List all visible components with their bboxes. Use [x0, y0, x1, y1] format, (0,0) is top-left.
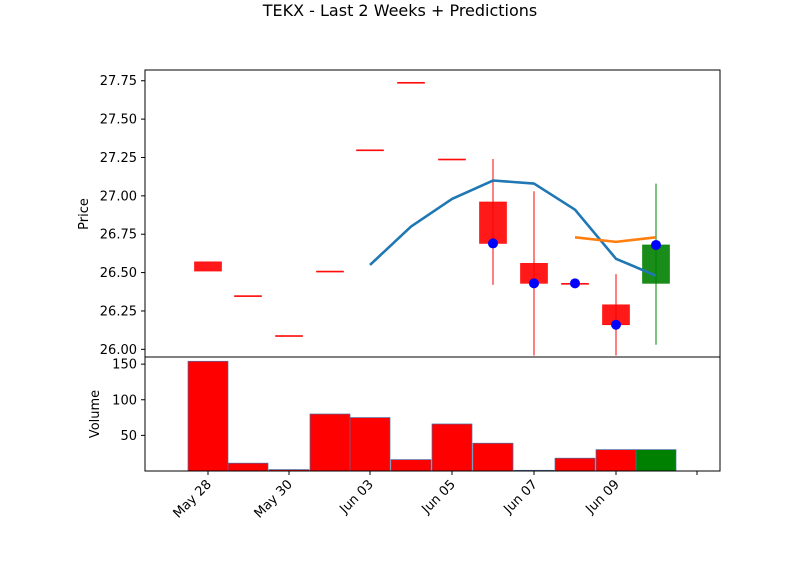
price-y-tick-label: 26.25: [100, 304, 137, 319]
volume-bar: [595, 449, 637, 472]
price-y-tick-label: 27.75: [100, 74, 137, 89]
candle-body: [397, 81, 425, 84]
price-marker-point: [488, 238, 498, 249]
candle-body: [275, 335, 303, 337]
volume-bars: [187, 360, 677, 472]
volume-bar: [431, 423, 473, 472]
volume-bar: [309, 413, 351, 472]
volume-y-tick-label: 50: [120, 429, 137, 444]
price-y-tick-label: 27.25: [100, 151, 137, 166]
price-marker-point: [651, 239, 661, 250]
x-tick-label: Jun 09: [583, 477, 623, 517]
price-y-tick-label: 26.00: [100, 343, 137, 358]
price-y-tick-label: 26.75: [100, 228, 137, 243]
price-markers: [488, 238, 661, 330]
volume-panel-frame: [144, 356, 721, 472]
volume-bar: [187, 360, 229, 472]
x-tick-label: Jun 03: [337, 477, 377, 517]
volume-bar: [390, 459, 432, 472]
x-axis-ticks: May 28 May 30 Jun 03 Jun 05 Jun 07 Jun 09: [171, 471, 698, 521]
volume-y-tick-label: 150: [112, 358, 137, 373]
volume-bar: [472, 442, 514, 472]
x-tick-label: Jun 07: [501, 477, 541, 517]
price-y-axis-label: Price: [77, 198, 92, 230]
candle-body: [642, 244, 670, 284]
chart-title: TEKX - Last 2 Weeks + Predictions: [262, 1, 538, 20]
price-y-tick-label: 27.50: [100, 113, 137, 128]
price-y-ticks: 26.00 26.25 26.50 26.75 27.00 27.25 27.50 27.75: [100, 74, 145, 358]
x-tick-label: May 28: [171, 477, 215, 521]
prediction-line: [574, 235, 657, 244]
candle-body: [438, 158, 466, 161]
volume-y-ticks: 50 100 150: [112, 358, 145, 444]
price-marker-point: [529, 278, 539, 289]
volume-panel: 50 100 150 Volume: [88, 356, 721, 472]
moving-average-line: [369, 179, 657, 277]
price-lines: [369, 179, 657, 277]
volume-y-tick-label: 100: [112, 393, 137, 408]
candle-body: [356, 149, 384, 152]
price-candles: [194, 81, 670, 356]
volume-bar: [554, 457, 596, 472]
candle-body: [316, 270, 344, 273]
x-tick-label: May 30: [252, 477, 296, 521]
volume-y-axis-label: Volume: [88, 390, 103, 438]
price-y-tick-label: 26.50: [100, 266, 137, 281]
candle-body: [479, 201, 507, 244]
volume-bar: [635, 449, 677, 472]
price-panel: 26.00 26.25 26.50 26.75 27.00 27.25 27.50 27.75…: [77, 69, 721, 358]
candle-body: [234, 295, 262, 297]
candle-body: [194, 261, 222, 272]
price-marker-point: [570, 278, 580, 289]
price-marker-point: [611, 319, 621, 330]
x-tick-label: Jun 05: [419, 477, 459, 517]
volume-bar: [349, 417, 391, 472]
price-y-tick-label: 27.00: [100, 189, 137, 204]
volume-bar: [227, 462, 269, 472]
